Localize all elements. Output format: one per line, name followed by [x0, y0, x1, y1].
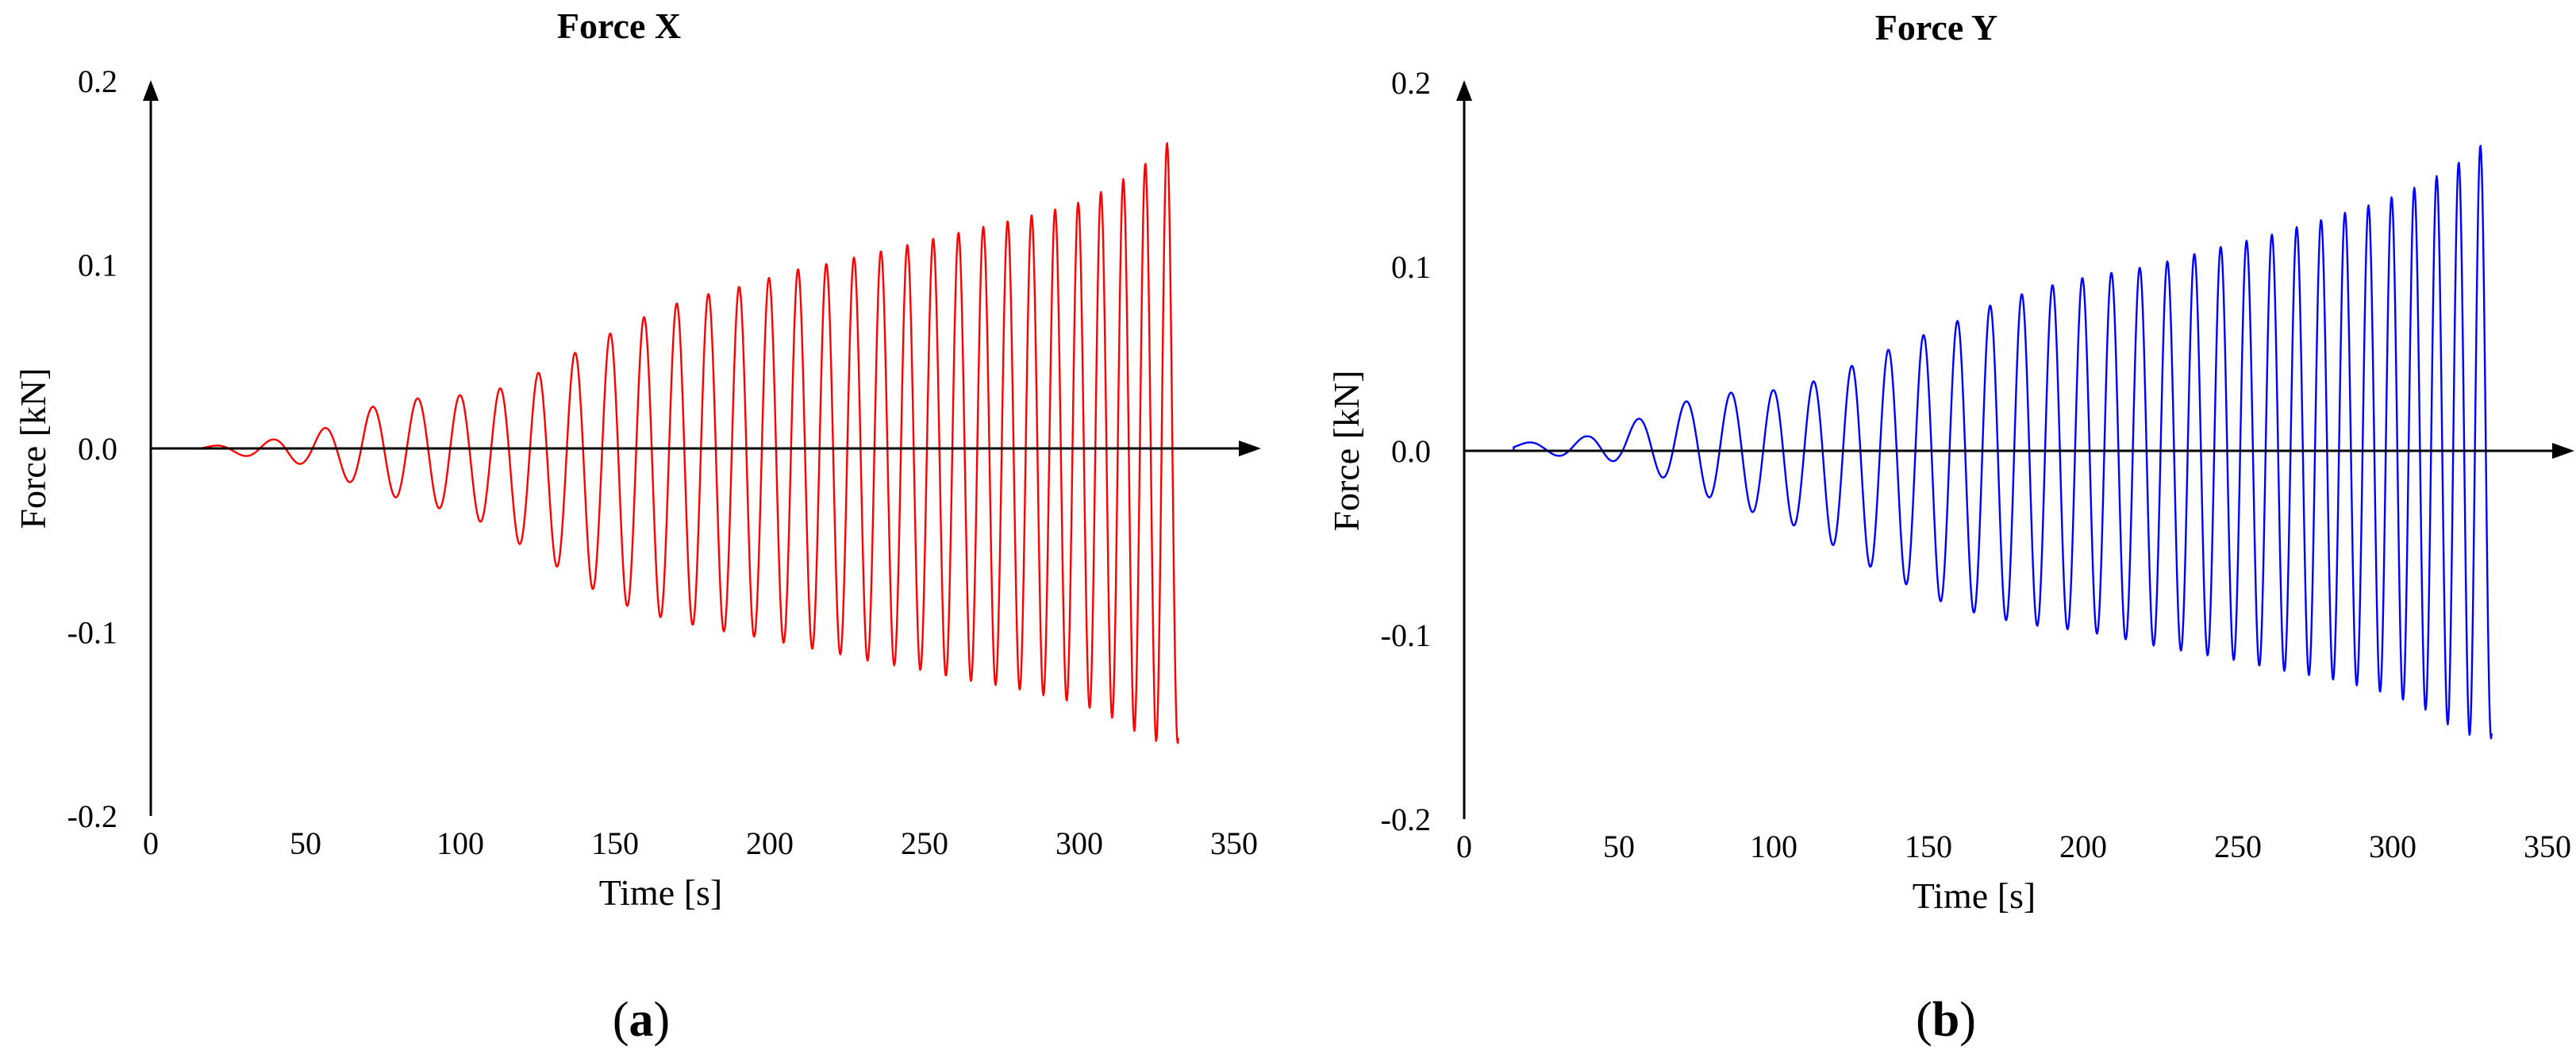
chart-panel-a: Force X 0 50 100 150 200 250 300 350 -0.2 -0.1 0.0 0… — [13, 6, 1261, 1047]
panel-label: (a) — [613, 993, 670, 1047]
y-tick-label: 0.1 — [78, 248, 117, 283]
x-tick-label: 0 — [143, 825, 159, 861]
x-tick-label: 300 — [2369, 829, 2416, 864]
y-axis-label: Force [kN] — [13, 367, 53, 529]
y-tick-label: -0.1 — [1381, 617, 1431, 653]
x-axis-label: Time [s] — [1913, 875, 2036, 916]
chart-title: Force X — [557, 6, 681, 46]
chart-panel-b: Force Y 0 50 100 150 200 250 300 350 -0.2 -0.1 0.0 0… — [1326, 7, 2574, 1047]
x-tick-label: 100 — [1750, 829, 1797, 864]
x-tick-label: 150 — [591, 825, 639, 861]
y-tick-label: 0.0 — [1391, 433, 1431, 469]
x-tick-label: 350 — [1210, 825, 1258, 861]
y-tick-label: -0.2 — [67, 798, 117, 834]
y-tick-label: 0.2 — [1391, 65, 1431, 101]
y-axis-arrow-icon — [143, 80, 159, 101]
series-line — [151, 142, 1179, 744]
y-tick-label: -0.2 — [1381, 802, 1431, 837]
y-tick-label: -0.1 — [67, 615, 117, 651]
panel-letter: b — [1932, 993, 1959, 1047]
y-tick-label: 0.0 — [78, 431, 117, 467]
y-tick-label: 0.1 — [1391, 249, 1431, 285]
x-axis-arrow-icon — [2552, 443, 2574, 459]
chart-title: Force Y — [1875, 7, 1998, 48]
x-tick-label: 150 — [1905, 829, 1952, 864]
x-tick-label: 50 — [1603, 829, 1635, 864]
x-tick-label: 200 — [2059, 829, 2107, 864]
x-axis-label: Time [s] — [599, 872, 723, 913]
x-tick-label: 250 — [2214, 829, 2262, 864]
y-axis-label: Force [kN] — [1326, 370, 1367, 531]
x-tick-label: 0 — [1456, 829, 1472, 864]
panel-letter: a — [629, 993, 654, 1047]
x-tick-label: 350 — [2524, 829, 2571, 864]
x-tick-label: 50 — [290, 825, 321, 861]
y-tick-label: 0.2 — [78, 63, 117, 99]
panel-label: (b) — [1916, 993, 1976, 1047]
x-tick-label: 200 — [746, 825, 794, 861]
x-tick-label: 100 — [436, 825, 484, 861]
x-tick-label: 300 — [1055, 825, 1103, 861]
x-axis-arrow-icon — [1239, 441, 1261, 456]
y-axis-arrow-icon — [1456, 80, 1472, 101]
x-tick-label: 250 — [901, 825, 948, 861]
series-line — [1464, 144, 2493, 740]
